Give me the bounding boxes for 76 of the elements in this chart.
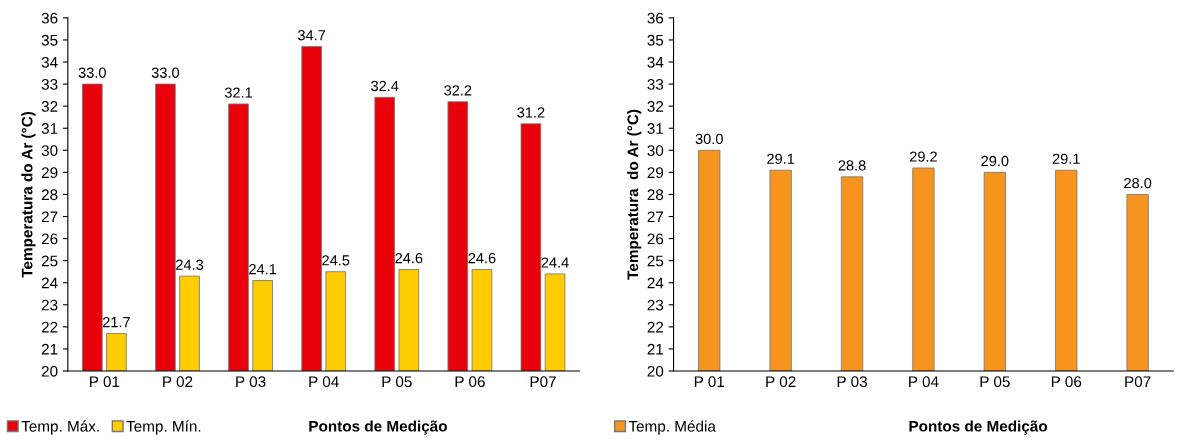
x-tick-label: P 02 — [766, 376, 796, 388]
x-axis-title: Pontos de Medição — [309, 420, 447, 435]
legend-label: Temp. Máx. — [21, 420, 99, 435]
data-label: 32.1 — [224, 87, 252, 98]
data-label: 24.1 — [249, 264, 277, 275]
y-axis-title: Temperatura do Ar (°C) — [627, 109, 642, 280]
x-tick-label: P 03 — [236, 376, 266, 388]
data-label: 29.2 — [909, 151, 937, 162]
data-label: 28.8 — [838, 160, 866, 171]
x-tick-label: P 05 — [980, 376, 1010, 388]
data-label: 24.5 — [322, 255, 350, 266]
data-label: 24.4 — [541, 257, 569, 268]
data-label: 29.1 — [767, 153, 795, 164]
y-tick-label: 30 — [41, 145, 58, 156]
legend-label: Temp. Média — [628, 420, 716, 435]
y-tick-label: 28 — [41, 189, 58, 201]
x-tick-label: P 03 — [837, 376, 867, 388]
y-tick-label: 28 — [647, 189, 664, 201]
x-tick-label: P 02 — [163, 376, 193, 388]
data-label: 33.0 — [78, 67, 106, 78]
y-tick-label: 26 — [41, 233, 58, 245]
data-label: 29.0 — [981, 155, 1009, 167]
y-tick-label: 35 — [41, 34, 58, 46]
x-tick-label: P 06 — [1051, 376, 1082, 388]
y-tick-label: 29 — [41, 167, 58, 179]
data-label: 29.1 — [1052, 153, 1080, 164]
y-tick-label: 26 — [647, 233, 664, 245]
y-tick-label: 24 — [647, 277, 664, 289]
y-tick-label: 31 — [647, 123, 664, 134]
data-label: 33.0 — [151, 67, 180, 78]
x-tick-label: P07 — [530, 376, 556, 388]
x-tick-label: P07 — [1125, 376, 1151, 388]
y-tick-label: 32 — [647, 101, 664, 112]
x-axis-title: Pontos de Medição — [909, 420, 1048, 435]
data-label: 34.7 — [297, 30, 326, 41]
data-label: 32.2 — [444, 85, 472, 96]
y-tick-label: 23 — [41, 299, 58, 311]
y-tick-label: 21 — [41, 343, 58, 355]
y-tick-label: 36 — [647, 12, 664, 24]
y-axis-title: Temperatura do Ar (°C) — [21, 111, 36, 278]
data-label: 21.7 — [102, 316, 130, 328]
x-tick-label: P 04 — [309, 376, 339, 388]
data-label: 24.6 — [468, 252, 496, 264]
y-tick-label: 31 — [41, 123, 58, 134]
y-tick-label: 35 — [647, 34, 664, 46]
data-label: 24.3 — [176, 259, 204, 270]
y-tick-label: 23 — [647, 299, 664, 311]
legend-label: Temp. Mín. — [126, 420, 201, 435]
y-tick-label: 33 — [647, 78, 664, 90]
x-tick-label: P 04 — [909, 376, 939, 388]
data-label: 28.0 — [1124, 177, 1152, 189]
y-tick-label: 27 — [41, 211, 58, 223]
x-tick-label: P 05 — [382, 376, 412, 388]
y-tick-label: 36 — [41, 12, 58, 24]
data-label: 31.2 — [517, 107, 545, 118]
data-label: 32.4 — [371, 80, 399, 92]
y-tick-label: 20 — [647, 365, 664, 377]
data-label: 30.0 — [695, 133, 723, 145]
x-tick-label: P 01 — [90, 376, 120, 388]
y-tick-label: 24 — [41, 277, 58, 289]
y-tick-label: 33 — [41, 78, 58, 90]
y-tick-label: 22 — [41, 321, 58, 333]
y-tick-label: 21 — [647, 343, 664, 355]
y-tick-label: 25 — [41, 255, 58, 267]
y-tick-label: 32 — [41, 101, 58, 112]
y-tick-label: 29 — [647, 167, 664, 179]
x-tick-label: P 06 — [455, 376, 485, 388]
y-tick-label: 30 — [647, 145, 664, 156]
y-tick-label: 27 — [647, 211, 664, 223]
x-tick-label: P 01 — [694, 376, 725, 388]
y-tick-label: 20 — [41, 365, 58, 377]
y-tick-label: 25 — [647, 255, 664, 267]
y-tick-label: 34 — [647, 56, 664, 68]
data-label: 24.6 — [395, 252, 423, 264]
y-tick-label: 34 — [41, 56, 58, 68]
y-tick-label: 22 — [647, 321, 664, 333]
